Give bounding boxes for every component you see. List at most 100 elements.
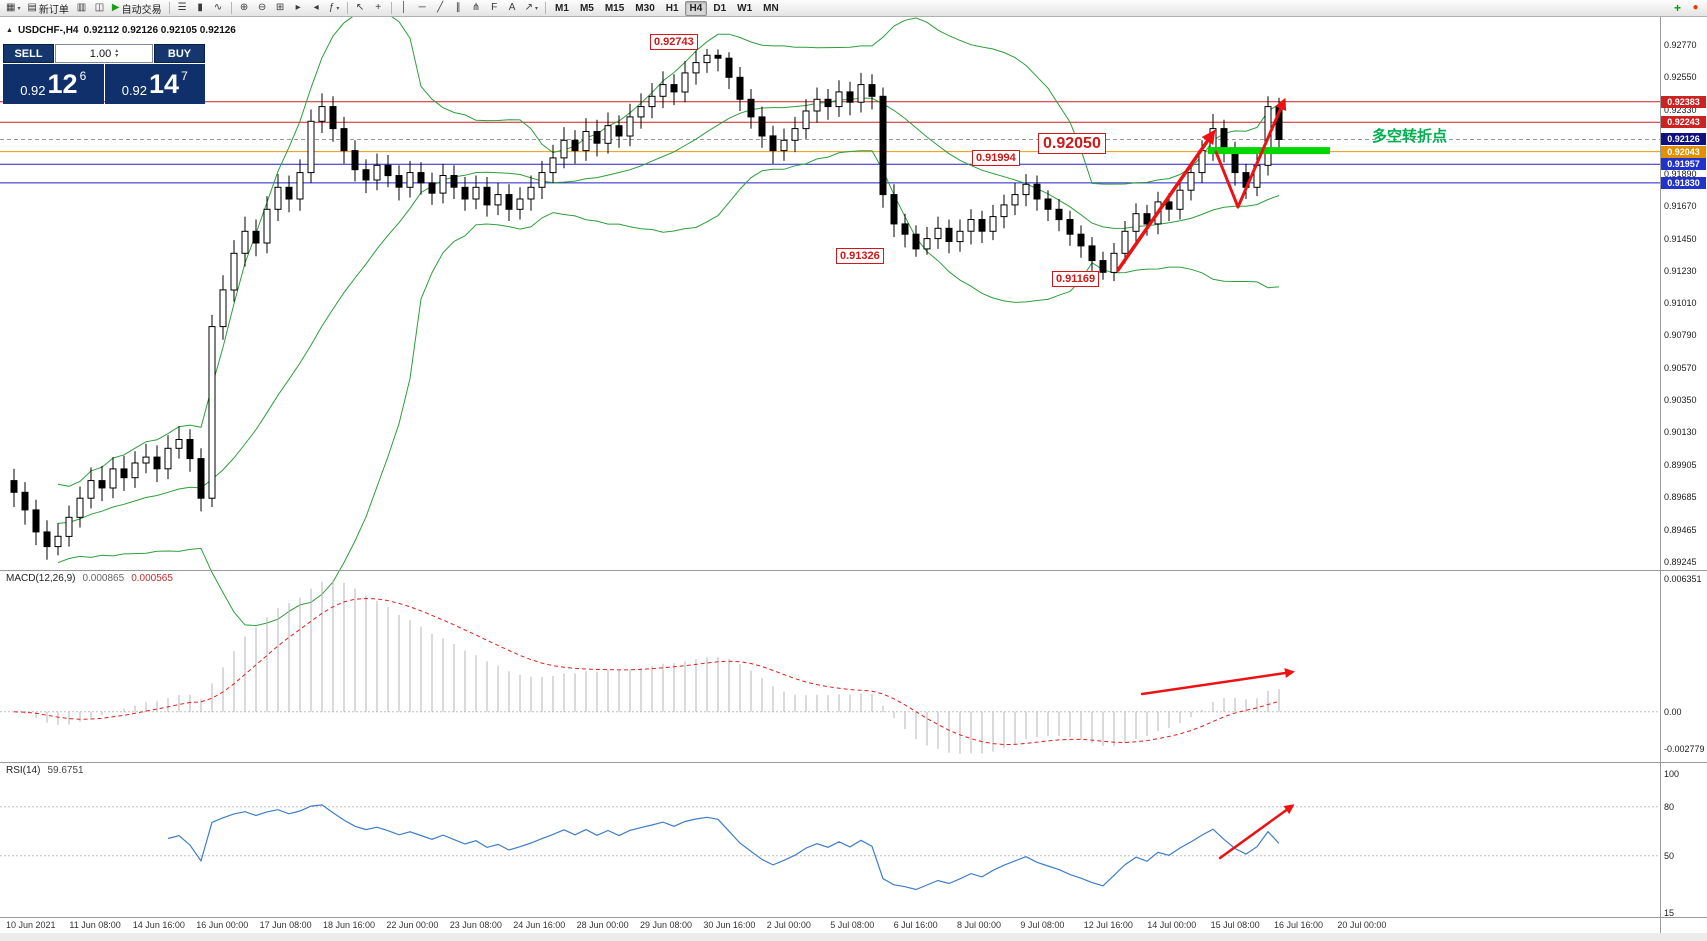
toolbar-separator xyxy=(346,2,348,14)
time-axis-label: 28 Jun 00:00 xyxy=(576,920,629,930)
price-scale-tick: 0.89905 xyxy=(1664,460,1697,471)
arrow-tool-button[interactable]: ↗ ▾ xyxy=(522,1,541,16)
rsi-panel-divider[interactable] xyxy=(0,762,1707,763)
pitchfork-icon: ⋔ xyxy=(471,2,481,13)
time-axis-label: 23 Jun 08:00 xyxy=(449,920,502,930)
new-chart-button[interactable]: ▦ ▾ xyxy=(3,1,23,16)
chart-symbol-line: ▲ USDCHF-,H4 0.92112 0.92126 0.92105 0.9… xyxy=(6,25,236,36)
horizontal-line-icon: ─ xyxy=(418,2,426,13)
indicators-button[interactable]: ƒ ▾ xyxy=(326,1,343,16)
time-axis-label: 16 Jun 00:00 xyxy=(196,920,249,930)
time-axis-label: 18 Jun 16:00 xyxy=(323,920,376,930)
tf-h1-button-label: H1 xyxy=(665,2,679,14)
fibonacci-button[interactable]: F xyxy=(486,1,503,16)
tf-mn-button[interactable]: MN xyxy=(758,1,784,16)
data-window-icon: ◫ xyxy=(94,2,105,13)
price-scale-tick: 0.89685 xyxy=(1664,492,1697,503)
tf-m30-button[interactable]: M30 xyxy=(630,1,659,16)
tf-d1-button-label: D1 xyxy=(713,2,727,14)
time-axis-label: 20 Jul 00:00 xyxy=(1337,920,1387,930)
trendline-icon: ╱ xyxy=(437,2,444,13)
autotrade-button-label: 自动交易 xyxy=(121,4,162,16)
price-tag-0.92126: 0.92126 xyxy=(1661,133,1706,146)
price-scale-tick: 0.92330 xyxy=(1664,104,1697,115)
bar-chart-icon: ☰ xyxy=(177,2,187,13)
time-axis-label: 11 Jun 08:00 xyxy=(69,920,121,930)
tf-mn-button-label: MN xyxy=(763,2,779,14)
time-axis-label: 22 Jun 00:00 xyxy=(386,920,439,930)
record-button[interactable]: ● xyxy=(1687,1,1704,16)
spinner-down-icon[interactable]: ▾ xyxy=(115,52,119,59)
sell-price-prefix: 0.92 xyxy=(20,83,46,98)
bar-chart-button[interactable]: ☰ xyxy=(174,1,191,16)
volume-value: 1.00 xyxy=(89,47,112,60)
vertical-line-button[interactable]: │ xyxy=(396,1,413,16)
chart-background xyxy=(0,17,1707,933)
new-order-icon: ▤ xyxy=(27,2,37,13)
price-scale-tick: 0.91450 xyxy=(1664,233,1697,244)
data-window-button[interactable]: ◫ xyxy=(91,1,108,16)
rsi-scale-tick: 80 xyxy=(1664,801,1675,812)
vertical-line-icon: │ xyxy=(401,2,408,13)
symbol-marker-icon: ▲ xyxy=(6,27,13,34)
new-chart-icon: ▦ xyxy=(6,2,16,13)
volume-spinner[interactable]: ▴ ▾ xyxy=(115,48,119,59)
time-axis-label: 10 Jun 2021 xyxy=(6,920,56,930)
time-axis-label: 29 Jun 08:00 xyxy=(640,920,693,930)
caret-down-icon: ▾ xyxy=(535,5,539,12)
autotrade-icon: ▶ xyxy=(111,2,120,13)
new-order-button[interactable]: ▤ 新订单 xyxy=(24,1,71,16)
text-icon: A xyxy=(508,2,516,13)
macd-scale-bottom: -0.002779 xyxy=(1664,744,1705,754)
time-axis-divider xyxy=(0,917,1707,918)
chart-shift-button[interactable]: ◂ xyxy=(308,1,325,16)
time-axis-label: 6 Jul 16:00 xyxy=(893,920,938,930)
chart-shift-icon: ◂ xyxy=(313,2,319,13)
price-scale[interactable]: 0.006351 0.00 -0.002779 0.92770 0.92550 0.… xyxy=(1661,0,1707,941)
zoom-in-button[interactable]: ⊕ xyxy=(236,1,253,16)
sell-button[interactable]: SELL xyxy=(3,44,54,63)
zoom-out-button[interactable]: ⊖ xyxy=(254,1,271,16)
price-scale-tick: 0.90790 xyxy=(1664,330,1697,341)
add-indicator-icon: + xyxy=(1673,1,1681,15)
cursor-button[interactable]: ↖ xyxy=(352,1,369,16)
new-order-button-label: 新订单 xyxy=(38,4,69,16)
buy-button[interactable]: BUY xyxy=(154,44,205,63)
crosshair-button[interactable]: + xyxy=(370,1,387,16)
pitchfork-button[interactable]: ⋔ xyxy=(468,1,485,16)
buy-price-sup: 7 xyxy=(181,69,188,83)
market-watch-button[interactable]: ▥ xyxy=(73,1,90,16)
text-button[interactable]: A xyxy=(504,1,521,16)
trendline-button[interactable]: ╱ xyxy=(432,1,449,16)
tf-d1-button[interactable]: D1 xyxy=(708,1,731,16)
macd-panel-divider[interactable] xyxy=(0,570,1707,571)
caret-down-icon: ▾ xyxy=(17,5,21,12)
volume-input[interactable]: 1.00 ▴ ▾ xyxy=(55,44,153,63)
horizontal-line-button[interactable]: ─ xyxy=(414,1,431,16)
channel-icon: ∥ xyxy=(455,2,461,13)
sell-price[interactable]: 0.92 12 6 xyxy=(3,64,104,104)
price-scale-tick: 0.92550 xyxy=(1664,72,1697,83)
tf-h4-button[interactable]: H4 xyxy=(684,0,708,16)
tf-m5-button[interactable]: M5 xyxy=(575,1,599,16)
buy-price[interactable]: 0.92 14 7 xyxy=(104,64,205,104)
tf-m15-button[interactable]: M15 xyxy=(600,1,629,16)
record-icon: ● xyxy=(1692,2,1699,13)
tf-h4-button-label: H4 xyxy=(689,2,703,14)
price-scale-tick: 0.90350 xyxy=(1664,394,1697,405)
price-scale-tick: 0.91670 xyxy=(1664,201,1697,212)
candlestick-chart-button[interactable]: ▮ xyxy=(192,1,209,16)
auto-scroll-button[interactable]: ▸ xyxy=(290,1,307,16)
autotrade-button[interactable]: ▶ 自动交易 xyxy=(109,1,165,16)
line-chart-button[interactable]: ∿ xyxy=(210,1,227,16)
tf-w1-button[interactable]: W1 xyxy=(732,1,757,16)
tf-h1-button[interactable]: H1 xyxy=(661,1,684,16)
price-tag-0.92043: 0.92043 xyxy=(1661,145,1706,158)
add-indicator-button[interactable]: + xyxy=(1669,1,1686,16)
tile-windows-button[interactable]: ⊞ xyxy=(272,1,289,16)
toolbar-separator xyxy=(168,2,170,14)
time-axis[interactable]: 10 Jun 2021 11 Jun 08:00 14 Jun 16:00 16 Ju… xyxy=(0,918,1660,933)
tf-m1-button[interactable]: M1 xyxy=(550,1,574,16)
channel-button[interactable]: ∥ xyxy=(450,1,467,16)
